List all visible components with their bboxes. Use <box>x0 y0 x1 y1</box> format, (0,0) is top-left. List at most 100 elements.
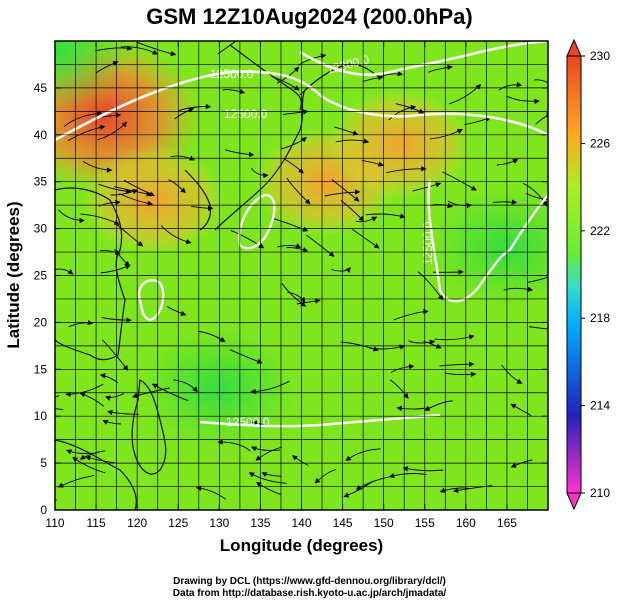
streamline <box>452 485 493 494</box>
streamline <box>79 392 105 407</box>
streamline <box>255 481 282 496</box>
streamline <box>291 455 309 466</box>
streamline <box>501 364 523 384</box>
streamline <box>168 179 186 194</box>
streamline <box>104 393 125 401</box>
colorbar-tick-label: 226 <box>590 136 610 150</box>
streamline <box>120 46 159 55</box>
streamline <box>362 75 384 82</box>
colorbar-tick-label: 214 <box>590 399 610 413</box>
streamline <box>195 485 227 500</box>
streamline <box>80 213 120 225</box>
y-tick-label: 10 <box>34 409 48 423</box>
streamline <box>250 446 280 452</box>
warm-region <box>82 145 226 256</box>
x-tick-label: 150 <box>374 516 394 530</box>
streamline <box>412 182 442 192</box>
streamline <box>63 110 103 128</box>
x-tick-label: 125 <box>168 516 188 530</box>
streamline <box>115 223 144 247</box>
y-tick-label: 35 <box>34 175 48 189</box>
streamline <box>222 88 246 95</box>
streamline <box>224 149 255 158</box>
plot-area: 12500.0 12300.0 12500.0 12500.0 12500.0 <box>55 41 548 510</box>
streamline <box>277 243 302 249</box>
streamline <box>428 64 453 73</box>
streamline <box>217 41 237 55</box>
streamline <box>498 81 523 91</box>
x-tick-label: 135 <box>250 516 270 530</box>
streamline <box>408 339 436 345</box>
streamline <box>174 107 195 120</box>
streamline <box>261 472 282 478</box>
x-tick-label: 155 <box>415 516 435 530</box>
streamline <box>67 124 106 142</box>
streamline <box>151 383 189 402</box>
streamline <box>271 217 309 232</box>
contour-12500-north <box>55 70 548 142</box>
streamline <box>82 161 113 173</box>
x-tick-label: 160 <box>456 516 476 530</box>
streamline <box>361 159 384 167</box>
y-axis-label: Latitude (degrees) <box>4 201 23 349</box>
x-tick-label: 110 <box>45 516 64 530</box>
streamline <box>55 395 60 398</box>
streamline <box>386 166 427 174</box>
contour-label: 12500.0 <box>421 221 435 265</box>
streamline <box>529 326 548 330</box>
streamline <box>55 268 74 275</box>
colorbar-tick-label: 210 <box>590 486 610 500</box>
streamline <box>444 371 477 377</box>
streamlines <box>55 41 548 501</box>
streamline <box>255 446 283 461</box>
streamline <box>248 472 287 484</box>
streamline <box>506 95 540 104</box>
streamline <box>79 450 105 460</box>
contour-12500-closed <box>238 193 276 250</box>
streamline <box>271 75 300 91</box>
streamline <box>58 209 85 224</box>
cool-region <box>55 41 133 111</box>
credit-line-data: Data from http://database.rish.kyoto-u.a… <box>172 588 447 599</box>
streamline <box>281 283 307 307</box>
streamline <box>281 136 307 150</box>
contour-12500-small <box>137 278 165 322</box>
streamline <box>534 79 548 86</box>
streamline <box>343 481 373 498</box>
streamline <box>355 216 378 223</box>
streamline <box>331 267 351 273</box>
streamline <box>68 319 94 328</box>
streamline <box>306 234 335 257</box>
streamline <box>365 213 406 219</box>
streamline <box>402 466 444 472</box>
streamline <box>434 334 475 341</box>
streamline <box>324 189 361 197</box>
streamline <box>85 455 115 464</box>
streamline <box>429 129 463 140</box>
streamline <box>396 405 426 412</box>
streamline <box>250 167 269 179</box>
streamline <box>65 383 104 397</box>
streamline <box>160 225 192 245</box>
streamline <box>95 45 133 52</box>
x-tick-label: 140 <box>291 516 311 530</box>
streamline <box>314 469 337 484</box>
streamline <box>439 361 475 367</box>
streamline <box>55 499 57 501</box>
contour-label: 12500.0 <box>210 67 254 81</box>
streamline <box>287 291 306 303</box>
contour-12500-south <box>199 413 441 428</box>
streamline <box>107 409 139 416</box>
colorbar: 210 214 218 222 226 230 <box>566 38 610 511</box>
streamline <box>510 459 533 468</box>
colorbar-tick-label: 230 <box>590 49 610 63</box>
streamline <box>166 305 187 316</box>
streamline <box>131 387 170 399</box>
streamline <box>173 379 198 393</box>
streamline <box>492 199 518 205</box>
x-axis-label: Longitude (degrees) <box>219 536 384 555</box>
streamline <box>352 229 380 249</box>
cool-region <box>428 187 548 308</box>
contour-label: 12500.0 <box>226 415 270 429</box>
